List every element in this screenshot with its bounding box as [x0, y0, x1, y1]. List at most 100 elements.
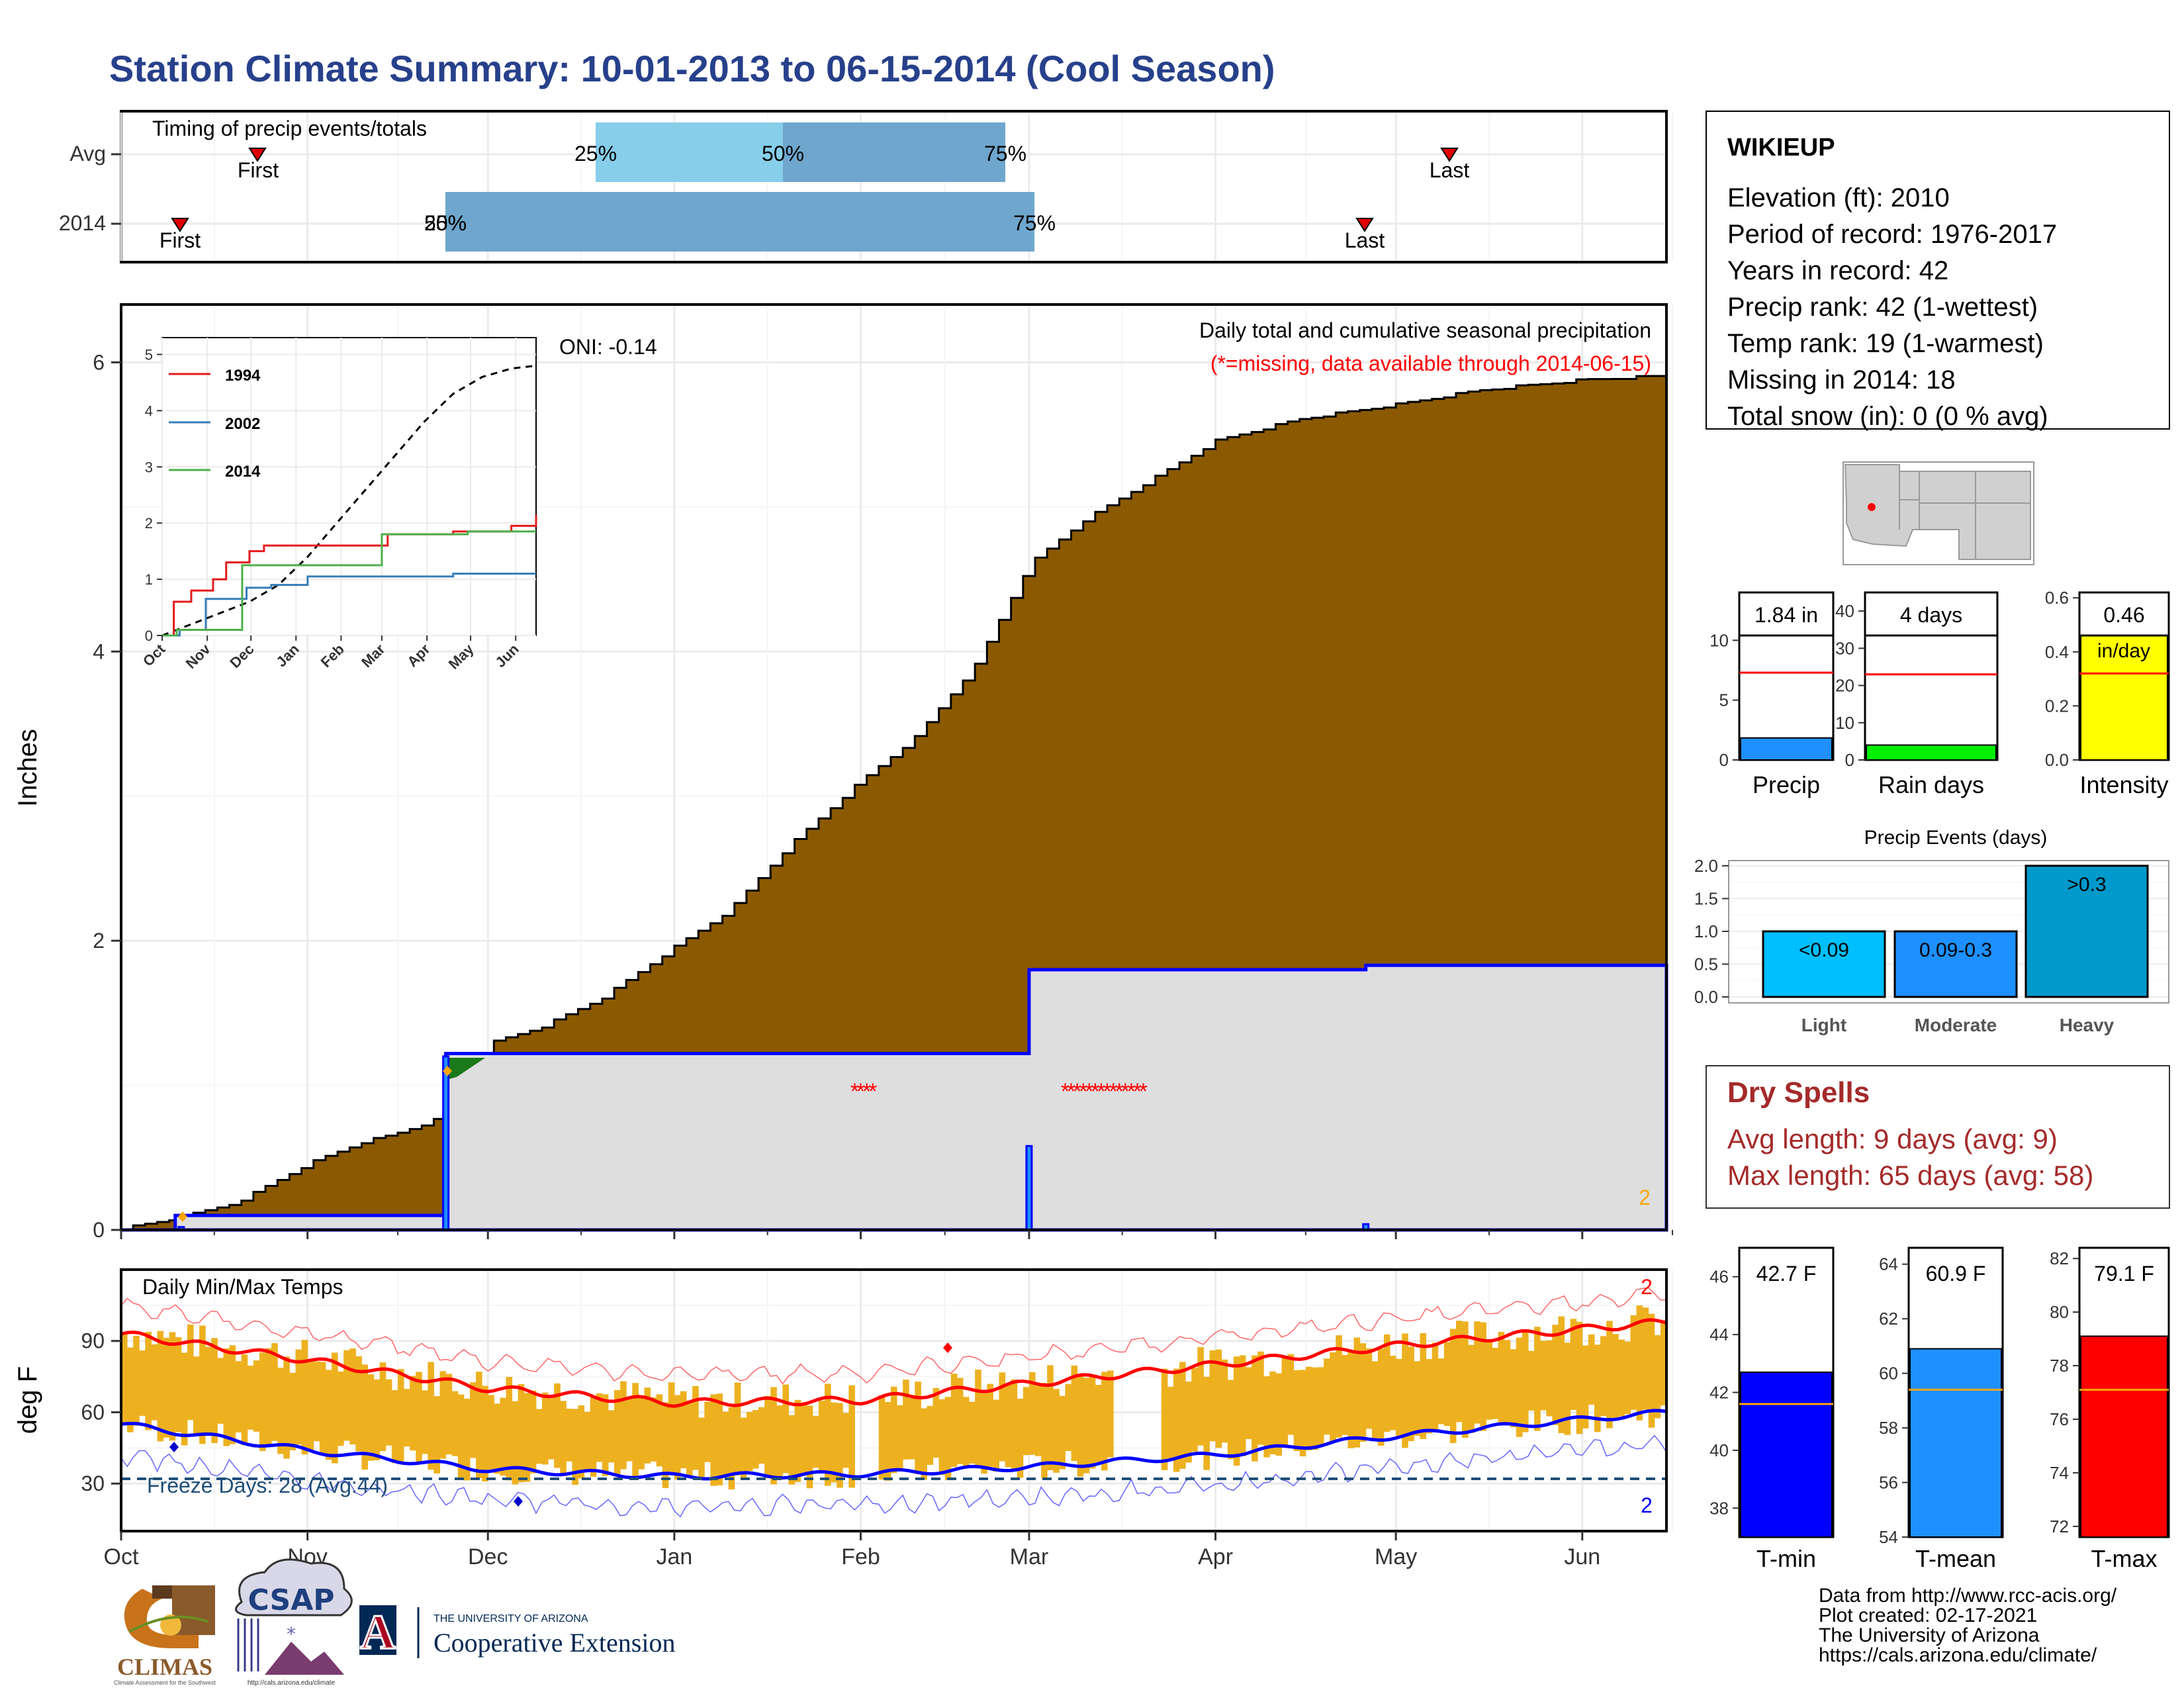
daily-precip-bar — [1025, 1145, 1033, 1231]
temp-summary-ytick-label: 42 — [1709, 1383, 1729, 1403]
daily-temp-bar — [962, 1397, 970, 1468]
avg-q2-band — [783, 122, 1005, 182]
daily-temp-bar — [1083, 1378, 1090, 1474]
daily-temp-bar — [1227, 1380, 1234, 1460]
daily-temp-bar — [145, 1332, 152, 1430]
record-low-diamond-oct — [169, 1442, 179, 1452]
daily-temp-bar — [1173, 1368, 1180, 1472]
daily-temp-bar — [578, 1405, 585, 1479]
missing-mark: * — [1091, 1079, 1099, 1104]
record-low-diamond — [514, 1496, 523, 1507]
precip-ytick-label: 4 — [93, 639, 105, 663]
daily-temp-bar — [271, 1343, 278, 1441]
precip-corner-note: 2 — [1639, 1186, 1651, 1209]
temp-summary-ytick-label: 78 — [2050, 1356, 2069, 1376]
events-category-label: Heavy — [2060, 1015, 2115, 1035]
summary-value-text: 4 days — [1900, 603, 1962, 627]
summary-ytick-label: 0 — [1845, 750, 1854, 770]
daily-temp-bar — [193, 1356, 200, 1436]
dry-avg: Avg length: 9 days (avg: 9) — [1727, 1123, 2058, 1154]
daily-temp-bar — [548, 1397, 555, 1460]
daily-temp-bar — [205, 1346, 212, 1435]
y2014-last-label: Last — [1345, 228, 1385, 252]
temp-summary-ytick-label: 46 — [1709, 1267, 1729, 1287]
daily-temp-bar — [1654, 1335, 1661, 1419]
temp-summary-bar-t-max — [2080, 1335, 2168, 1538]
daily-temp-bar — [1095, 1385, 1102, 1462]
daily-temp-bar — [1107, 1370, 1114, 1458]
temp-summary-ytick-label: 62 — [1879, 1309, 1898, 1329]
daily-temp-bar — [157, 1331, 164, 1442]
month-label: May — [1375, 1544, 1417, 1570]
summary-ytick-label: 30 — [1835, 638, 1854, 658]
summary-ytick-label: 0 — [1719, 750, 1729, 770]
summary-bar-precip — [1740, 737, 1833, 761]
daily-temp-bar — [283, 1356, 290, 1459]
missing-mark: * — [1103, 1079, 1111, 1104]
summary-label: Rain days — [1878, 771, 1984, 798]
daily-temp-bar — [698, 1417, 705, 1480]
station-info: WIKIEUP Elevation (ft): 2010 Period of r… — [1706, 111, 2170, 431]
daily-temp-bar — [1564, 1342, 1571, 1435]
daily-temp-bar — [1432, 1342, 1439, 1432]
daily-temp-bar — [373, 1379, 381, 1461]
daily-temp-bar — [704, 1401, 711, 1462]
summary-ytick-label: 0.6 — [2045, 588, 2069, 608]
temp-ytick-label: 90 — [81, 1329, 105, 1353]
daily-temp-bar — [175, 1337, 182, 1432]
daily-temp-bar — [981, 1393, 987, 1474]
event-bar-light — [1762, 930, 1886, 998]
y2014-first-marker — [171, 218, 189, 232]
daily-temp-bar — [416, 1372, 422, 1463]
summary-ytick-label: 5 — [1719, 690, 1729, 710]
legend-2002: 2002 — [225, 415, 260, 433]
missing-mark: * — [1073, 1079, 1081, 1104]
inset-ytick-label: 1 — [145, 571, 153, 588]
daily-temp-bar — [1426, 1359, 1433, 1434]
temp-summary-ytick-label: 74 — [2050, 1463, 2069, 1483]
daily-temp-bar — [662, 1402, 669, 1489]
daily-temp-bar — [289, 1372, 296, 1450]
daily-temp-bar — [169, 1332, 176, 1441]
daily-temp-bar — [1028, 1372, 1036, 1455]
daily-temp-bar — [1648, 1313, 1655, 1428]
temp-summary-ytick-label: 64 — [1879, 1254, 1898, 1274]
temp-summary-ytick-label: 76 — [2050, 1409, 2069, 1429]
daily-temp-bar — [1588, 1334, 1595, 1405]
temp-corner-top: 2 — [1641, 1275, 1653, 1299]
daily-temp-bar — [566, 1409, 572, 1462]
daily-temp-bar — [325, 1370, 332, 1460]
missing-mark: * — [1061, 1079, 1069, 1104]
intensity-unit: in/day — [2097, 640, 2150, 662]
daily-temp-bar — [1011, 1379, 1018, 1472]
daily-temp-bar — [728, 1407, 735, 1489]
climas-text: CLIMAS — [117, 1654, 212, 1680]
daily-temp-bar — [1041, 1383, 1048, 1478]
temp-summary-label: T-min — [1756, 1545, 1816, 1572]
daily-temp-bar — [1347, 1350, 1355, 1448]
daily-temp-bar — [265, 1348, 272, 1448]
daily-temp-bar — [1480, 1322, 1486, 1431]
summary-ytick-label: 0.2 — [2045, 696, 2069, 716]
daily-temp-bar — [897, 1405, 903, 1469]
daily-temp-bar — [541, 1392, 549, 1465]
daily-temp-bar — [1246, 1367, 1252, 1439]
daily-temp-bar — [1636, 1305, 1643, 1421]
daily-temp-bar — [518, 1384, 525, 1483]
summary-ytick-label: 0.4 — [2045, 642, 2069, 662]
daily-temp-bar — [933, 1387, 940, 1458]
temp-panel-label: Daily Min/Max Temps — [142, 1275, 343, 1299]
temp-ylabel: deg F — [13, 1366, 42, 1434]
daily-temp-bar — [241, 1354, 248, 1446]
missing-mark: * — [1085, 1079, 1093, 1104]
daily-temp-bar — [692, 1385, 699, 1470]
daily-temp-bar — [1498, 1332, 1505, 1425]
daily-temp-bar — [367, 1374, 375, 1461]
precip-missing-note: (*=missing, data available through 2014-… — [1210, 352, 1651, 375]
daily-temp-bar — [422, 1390, 428, 1454]
daily-temp-bar — [217, 1358, 224, 1424]
daily-temp-bar — [758, 1407, 765, 1464]
daily-temp-bar — [1023, 1387, 1030, 1456]
inset-ytick-label: 3 — [145, 459, 153, 475]
avg-last-label: Last — [1430, 158, 1470, 182]
